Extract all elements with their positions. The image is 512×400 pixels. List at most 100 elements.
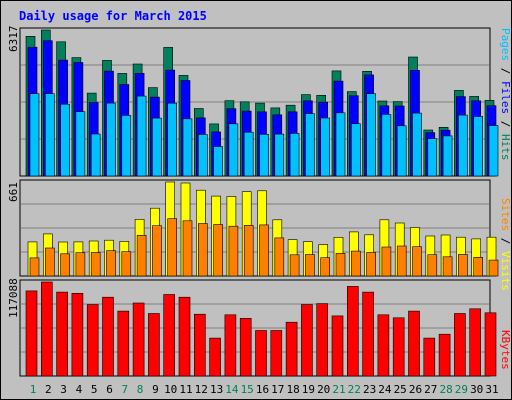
- kbytes-bar-day-1: [25, 290, 38, 377]
- day-label-3: 3: [60, 383, 67, 396]
- pages-bar-day-22: [350, 123, 361, 177]
- kbytes-bar-day-17: [270, 330, 283, 377]
- sites-bar-day-8: [136, 235, 147, 277]
- pages-bar-day-18: [289, 133, 300, 177]
- middle-panel-bars: [27, 181, 499, 277]
- day-label-18: 18: [286, 383, 299, 396]
- kbytes-bar-day-24: [377, 314, 390, 377]
- pages-bar-day-24: [381, 114, 392, 177]
- day-label-15: 15: [241, 383, 254, 396]
- bottom-legend-part-0: KBytes: [499, 330, 512, 370]
- kbytes-panel: 117088 KBytes: [7, 278, 512, 377]
- sites-bar-day-3: [60, 253, 70, 277]
- pages-bar-day-8: [136, 95, 147, 177]
- sites-bar-day-7: [121, 251, 132, 277]
- sites-bar-day-10: [167, 218, 177, 277]
- day-label-22: 22: [348, 383, 361, 396]
- kbytes-bar-day-13: [209, 337, 221, 377]
- day-label-5: 5: [91, 383, 98, 396]
- kbytes-bar-day-5: [86, 304, 99, 377]
- pages-bar-day-23: [366, 93, 376, 177]
- kbytes-bar-day-18: [285, 321, 298, 377]
- middle-panel-legend: Sites / Visits: [499, 198, 512, 291]
- middle-legend-part-2: Visits: [499, 251, 512, 291]
- bottom-panel-legend: KBytes: [499, 330, 512, 370]
- day-label-14: 14: [225, 383, 239, 396]
- pages-bar-day-3: [60, 103, 70, 177]
- top-legend-part-1: /: [499, 61, 512, 81]
- kbytes-bar-day-6: [102, 296, 114, 377]
- sites-bar-day-29: [458, 254, 468, 277]
- pages-bar-day-29: [458, 114, 468, 177]
- kbytes-bar-day-2: [40, 281, 53, 377]
- pages-bar-day-20: [320, 117, 331, 177]
- pages-bar-day-27: [427, 138, 438, 177]
- day-label-17: 17: [271, 383, 284, 396]
- top-legend-part-0: Pages: [499, 28, 512, 61]
- kbytes-bar-day-29: [454, 313, 466, 377]
- sites-bar-day-25: [396, 245, 407, 277]
- top-panel-bars: [25, 29, 499, 177]
- pages-bar-day-30: [473, 116, 484, 177]
- kbytes-bar-day-3: [56, 291, 68, 377]
- pages-bar-day-12: [198, 134, 208, 177]
- sites-bar-day-12: [198, 223, 208, 277]
- bottom-panel-bars: [25, 281, 497, 377]
- sites-bar-day-13: [213, 224, 223, 277]
- kbytes-bar-day-27: [423, 337, 436, 377]
- sites-bar-day-20: [320, 257, 331, 277]
- kbytes-bar-day-21: [331, 315, 344, 377]
- top-legend-part-2: Files: [499, 81, 512, 114]
- kbytes-bar-day-9: [148, 313, 160, 377]
- kbytes-bar-day-31: [484, 312, 497, 377]
- pages-bar-day-21: [335, 112, 346, 177]
- sites-bar-day-19: [305, 254, 315, 277]
- pages-bar-day-2: [44, 93, 55, 177]
- kbytes-bar-day-7: [117, 310, 130, 377]
- kbytes-bar-day-12: [194, 313, 206, 377]
- day-label-11: 11: [179, 383, 192, 396]
- kbytes-bar-day-4: [71, 292, 84, 377]
- sites-bar-day-11: [182, 220, 193, 277]
- sites-bar-day-15: [243, 225, 254, 277]
- kbytes-bar-day-30: [469, 308, 482, 377]
- pages-bar-day-14: [228, 123, 239, 177]
- kbytes-bar-day-16: [255, 330, 267, 377]
- sites-bar-day-27: [427, 254, 438, 277]
- pages-bar-day-7: [121, 115, 132, 177]
- chart-title: Daily usage for March 2015: [19, 9, 207, 23]
- sites-bar-day-18: [289, 254, 300, 277]
- kbytes-bar-day-26: [408, 310, 420, 377]
- day-label-25: 25: [394, 383, 407, 396]
- kbytes-bar-day-11: [178, 296, 191, 377]
- pages-bar-day-31: [488, 125, 499, 177]
- kbytes-bar-day-28: [438, 333, 451, 377]
- kbytes-bar-day-20: [316, 303, 329, 377]
- day-label-20: 20: [317, 383, 330, 396]
- day-label-8: 8: [137, 383, 144, 396]
- sites-bar-day-23: [366, 252, 376, 277]
- pages-bar-day-15: [243, 131, 254, 177]
- kbytes-bar-day-8: [132, 302, 145, 377]
- sites-bar-day-17: [274, 237, 285, 277]
- middle-legend-part-0: Sites: [499, 198, 512, 231]
- day-label-30: 30: [470, 383, 483, 396]
- pages-bar-day-26: [412, 112, 422, 177]
- kbytes-bar-day-19: [301, 304, 313, 377]
- pages-bar-day-6: [106, 102, 116, 177]
- pages-bar-day-16: [259, 134, 269, 177]
- sites-bar-day-5: [90, 252, 101, 277]
- day-label-26: 26: [409, 383, 422, 396]
- sites-bar-day-1: [29, 257, 40, 277]
- top-panel-legend: Pages / Files / Hits: [499, 28, 512, 161]
- day-label-9: 9: [152, 383, 159, 396]
- sites-bar-day-14: [228, 225, 239, 277]
- sites-bar-day-6: [106, 250, 116, 277]
- middle-panel-max-label: 661: [7, 182, 20, 202]
- sites-bar-day-21: [335, 253, 346, 277]
- day-label-28: 28: [439, 383, 452, 396]
- visits-sites-panel: 661 Sites / Visits: [7, 179, 512, 291]
- day-label-12: 12: [195, 383, 208, 396]
- sites-bar-day-16: [259, 224, 269, 277]
